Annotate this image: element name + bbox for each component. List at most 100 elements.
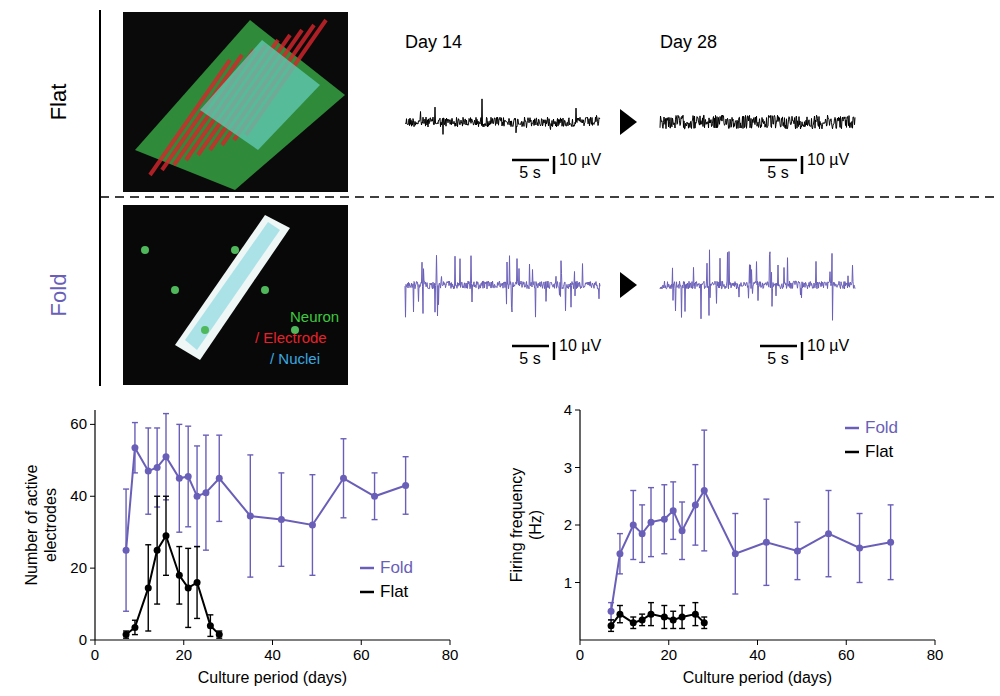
error-cap [670, 611, 676, 612]
error-cap [372, 519, 378, 520]
error-cap [185, 526, 191, 527]
error-cap [639, 625, 645, 626]
error-cap [185, 548, 191, 549]
figure: Flat Fold Neuron / Electrode / Nuclei Day 14 D… [0, 0, 1000, 696]
error-cap [639, 613, 645, 614]
point [309, 522, 316, 529]
error-cap [403, 514, 409, 515]
error-cap [670, 539, 676, 540]
error-cap [123, 488, 129, 489]
time-scale-label: 5 s [519, 350, 540, 367]
legend-swatch [360, 567, 374, 570]
error-cap [132, 634, 138, 635]
error-cap [732, 513, 738, 514]
error-cap [630, 616, 636, 617]
error-cap [794, 521, 800, 522]
error-cap [701, 616, 707, 617]
day-label: Day 14 [405, 32, 462, 52]
y-axis [94, 410, 95, 640]
stain-label: / Electrode [255, 329, 327, 346]
voltage-scale-bar [801, 342, 804, 360]
error-cap [203, 434, 209, 435]
error-cap [145, 544, 151, 545]
stain-label: / Nuclei [270, 350, 320, 367]
legend-label: Flat [380, 582, 409, 601]
point [679, 614, 686, 621]
row-label: Fold [46, 274, 71, 317]
y-tick [575, 525, 580, 526]
error-cap [692, 464, 698, 465]
error-cap [763, 585, 769, 586]
row-divider [99, 10, 101, 386]
time-scale-bar [512, 159, 549, 162]
error-cap [648, 602, 654, 603]
point [856, 545, 863, 552]
day-label: Day 28 [660, 32, 717, 52]
point [648, 519, 655, 526]
error-cap [692, 544, 698, 545]
x-tick [272, 640, 273, 645]
point [123, 631, 130, 638]
x-tick-label: 40 [749, 646, 766, 663]
point [616, 550, 623, 557]
error-cap [639, 562, 645, 563]
error-cap [670, 628, 676, 629]
stain-label: Neuron [290, 308, 339, 325]
x-axis-title: Culture period (days) [683, 669, 832, 686]
time-scale-label: 5 s [767, 164, 788, 181]
x-tick-label: 0 [576, 646, 584, 663]
y-tick-label: 60 [70, 415, 87, 432]
trace-fold-day14 [405, 255, 600, 317]
y-axis-title-line: Number of active [23, 464, 40, 585]
error-cap [608, 619, 614, 620]
error-cap [857, 513, 863, 514]
plot-area [608, 430, 895, 631]
error-cap [372, 472, 378, 473]
series-line [126, 448, 406, 551]
point [630, 619, 637, 626]
voltage-scale-label: 10 µV [559, 151, 601, 168]
arrow [620, 272, 637, 298]
error-cap [163, 413, 169, 414]
error-cap [176, 424, 182, 425]
error-cap [176, 546, 182, 547]
y-tick-label: 20 [70, 559, 87, 576]
x-tick [757, 640, 758, 645]
point [131, 624, 138, 631]
x-tick [580, 640, 581, 645]
time-scale-bar [512, 345, 549, 348]
error-cap [341, 438, 347, 439]
y-tick [90, 496, 95, 497]
y-tick [575, 467, 580, 468]
error-cap [617, 622, 623, 623]
point [131, 444, 138, 451]
error-cap [154, 427, 160, 428]
error-cap [794, 579, 800, 580]
time-scale-label: 5 s [519, 164, 540, 181]
point [154, 464, 161, 471]
series-line [611, 614, 704, 626]
x-tick [846, 640, 847, 645]
point [278, 516, 285, 523]
arrow [620, 109, 637, 135]
voltage-scale-bar [801, 156, 804, 174]
error-cap [732, 593, 738, 594]
trace-flat-day14 [405, 99, 600, 134]
point [176, 475, 183, 482]
legend-swatch [845, 451, 859, 454]
point [608, 622, 615, 629]
point [123, 547, 130, 554]
point [207, 622, 214, 629]
time-scale-bar [760, 345, 797, 348]
error-cap [176, 531, 182, 532]
y-axis-title-line: Firing frequency [508, 468, 525, 583]
series-line [611, 491, 891, 612]
legend-swatch [360, 591, 374, 594]
error-cap [194, 546, 200, 547]
point [247, 513, 254, 520]
error-cap [278, 472, 284, 473]
error-cap [216, 434, 222, 435]
y-tick-label: 40 [70, 487, 87, 504]
error-cap [194, 445, 200, 446]
point [887, 539, 894, 546]
